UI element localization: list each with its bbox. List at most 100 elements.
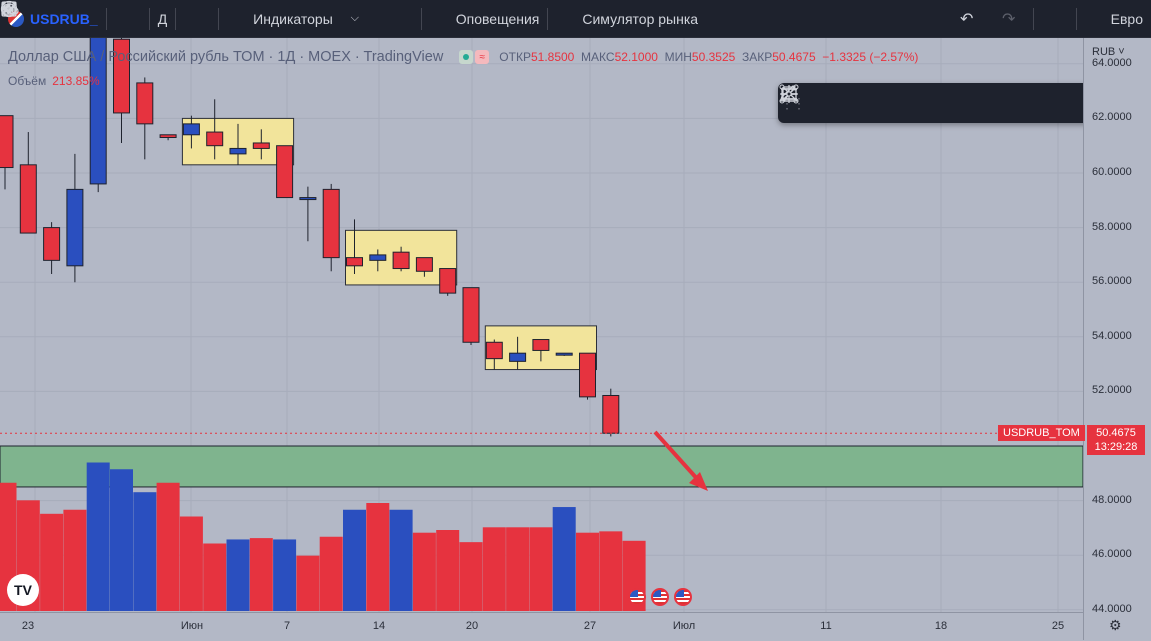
price-tick-label: 64.0000 bbox=[1092, 56, 1132, 69]
divider bbox=[148, 7, 150, 30]
candlestick-chart bbox=[0, 38, 1084, 612]
replay-button[interactable]: Симулятор рынка bbox=[3, 0, 706, 37]
redo-icon: ↷ bbox=[1001, 10, 1016, 28]
volume-bar bbox=[273, 539, 297, 611]
volume-bar bbox=[506, 527, 530, 611]
delay-icon[interactable]: ≈ bbox=[475, 50, 490, 64]
candles-icon bbox=[2, 2, 204, 29]
candle-body bbox=[602, 394, 620, 434]
volume-bar bbox=[552, 507, 576, 611]
time-axis[interactable] bbox=[0, 612, 1083, 641]
alerts-button[interactable]: Оповещения bbox=[1, 0, 548, 37]
candle-body bbox=[229, 147, 247, 155]
forecast-arrow-line bbox=[653, 430, 702, 484]
indicators-label: Индикаторы bbox=[253, 10, 333, 27]
currency-label[interactable]: RUB ˅ bbox=[1092, 46, 1125, 58]
support-zone bbox=[0, 445, 1084, 488]
triangle-tool[interactable] bbox=[782, 83, 952, 123]
price-tick-label: 46.0000 bbox=[1092, 548, 1132, 561]
time-tick-label: 20 bbox=[465, 620, 479, 632]
chart-pane[interactable] bbox=[0, 38, 1151, 640]
volume-label: Объём bbox=[8, 74, 47, 88]
time-tick-label: 25 bbox=[1051, 620, 1065, 632]
rectangle-tool[interactable] bbox=[779, 83, 914, 123]
alerts-label: Оповещения bbox=[455, 10, 540, 27]
volume-bar bbox=[482, 527, 506, 611]
chart-type-button[interactable] bbox=[2, 0, 218, 37]
volume-bar bbox=[529, 527, 553, 611]
indicators-button[interactable]: Индикаторы ⌵ bbox=[1, 0, 379, 37]
volume-bar bbox=[366, 503, 390, 611]
open-label: ОТКР bbox=[499, 50, 531, 64]
candle-body bbox=[159, 134, 177, 139]
price-axis[interactable] bbox=[1083, 38, 1151, 640]
us-flag-event-icon[interactable] bbox=[628, 588, 646, 606]
time-tick-label: Июн bbox=[180, 620, 204, 632]
compare-button[interactable] bbox=[0, 0, 149, 37]
volume-bar bbox=[599, 531, 623, 611]
candle-body bbox=[89, 38, 107, 185]
volume-bar bbox=[179, 516, 203, 611]
us-flag-event-icon[interactable] bbox=[651, 588, 669, 606]
legend-status: ≈ bbox=[459, 50, 490, 64]
time-tick-label: 18 bbox=[934, 620, 948, 632]
symbol-price-tag: USDRUB_TOM bbox=[998, 425, 1085, 441]
fullscreen-button[interactable] bbox=[1, 0, 1076, 37]
candle-body bbox=[182, 123, 200, 136]
volume-bar bbox=[343, 509, 366, 611]
divider bbox=[218, 7, 220, 30]
price-tick-label: 60.0000 bbox=[1092, 166, 1132, 178]
volume-legend[interactable]: Объём 213.85% bbox=[8, 74, 100, 88]
interval-button[interactable]: Д bbox=[150, 0, 175, 37]
candle-body bbox=[113, 38, 130, 114]
line-tool[interactable] bbox=[781, 83, 876, 123]
alarm-clock-icon bbox=[1, 1, 450, 29]
price-tick-label: 44.0000 bbox=[1092, 602, 1132, 615]
volume-bar bbox=[389, 509, 413, 611]
vertical-line-tool[interactable] bbox=[786, 83, 1104, 123]
chevron-down-icon[interactable]: ⌵ bbox=[350, 12, 359, 24]
candle-body bbox=[0, 115, 14, 169]
line-width-tool[interactable] bbox=[781, 83, 990, 123]
region-label: Евро bbox=[1110, 10, 1143, 27]
candle-body bbox=[43, 227, 61, 261]
redo-button[interactable]: ↷ bbox=[991, 0, 1033, 37]
volume-bar bbox=[133, 492, 157, 611]
candle-body bbox=[66, 188, 84, 267]
horizontal-line-tool[interactable] bbox=[780, 83, 1066, 123]
settings-gear-icon[interactable]: ⚙ bbox=[1109, 617, 1122, 633]
low-value: 50.3525 bbox=[691, 50, 736, 64]
price-tick-label: 48.0000 bbox=[1092, 493, 1132, 506]
ohlc-values: ОТКР51.8500 МАКС52.1000 МИН50.3525 ЗАКР5… bbox=[499, 50, 918, 64]
cloud-icon bbox=[1, 3, 1105, 29]
price-tick-label: 52.0000 bbox=[1092, 384, 1132, 397]
divider bbox=[105, 7, 107, 30]
low-label: МИН bbox=[664, 50, 692, 64]
interval-label: Д bbox=[157, 10, 168, 27]
volume-bar bbox=[319, 536, 343, 611]
time-tick-label: 7 bbox=[283, 620, 291, 632]
legend-title[interactable]: Доллар США / Российский рубль ТОМ · 1Д ·… bbox=[8, 49, 444, 65]
candle-body bbox=[485, 341, 503, 360]
volume-bar bbox=[576, 532, 599, 611]
candle-body bbox=[439, 268, 457, 294]
candle-body bbox=[579, 352, 596, 398]
current-price-tag: 50.4675 13:29:28 bbox=[1087, 425, 1145, 455]
candle-body bbox=[252, 142, 270, 149]
region-button[interactable]: Евро bbox=[1, 0, 1151, 37]
candle-body bbox=[299, 197, 317, 201]
divider bbox=[547, 7, 549, 30]
chart-legend: Доллар США / Российский рубль ТОМ · 1Д ·… bbox=[8, 49, 918, 65]
undo-button[interactable]: ↶ bbox=[949, 0, 991, 37]
us-flag-event-icon[interactable] bbox=[674, 588, 692, 606]
layouts-button[interactable] bbox=[1, 0, 421, 37]
volume-bar bbox=[110, 469, 133, 611]
tradingview-logo[interactable]: TV bbox=[7, 574, 39, 606]
candle-body bbox=[415, 257, 433, 272]
brush-tool[interactable] bbox=[780, 83, 1028, 123]
time-tick-label: Июл bbox=[672, 620, 696, 632]
volume-bar bbox=[40, 513, 64, 611]
divider bbox=[1075, 7, 1077, 30]
market-status-icon[interactable] bbox=[459, 50, 474, 64]
trend-line-tool[interactable] bbox=[780, 83, 838, 123]
